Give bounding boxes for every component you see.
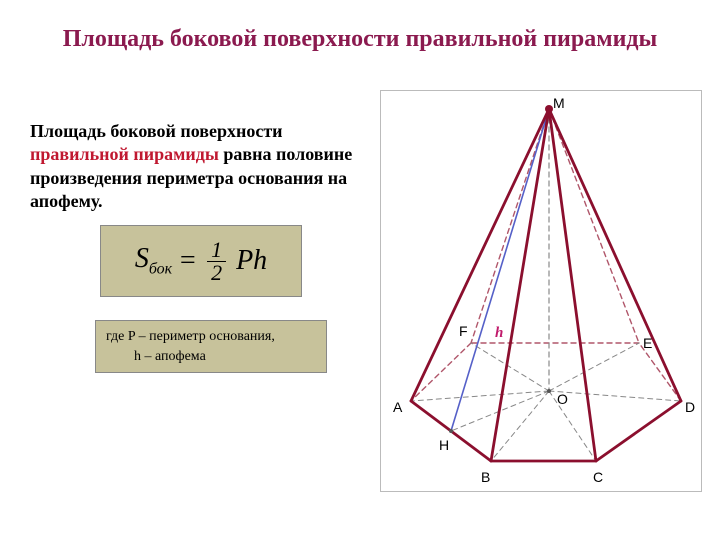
page-title: Площадь боковой поверхности правильной п… <box>0 24 720 54</box>
vertex-label-A: A <box>393 399 402 415</box>
frac-den: 2 <box>207 262 226 284</box>
vertex-label-F: F <box>459 323 468 339</box>
formula: Sбок = 1 2 Ph <box>135 239 267 284</box>
vertex-label-E: E <box>643 335 652 351</box>
formula-sub: бок <box>149 261 172 278</box>
formula-rhs: Ph <box>236 245 267 277</box>
theorem-text: Площадь боковой поверхности правильной п… <box>30 120 360 214</box>
formula-fraction: 1 2 <box>207 239 226 284</box>
vertex-label-B: B <box>481 469 490 485</box>
vertex-label-C: C <box>593 469 603 485</box>
theorem-pre: Площадь боковой поверхности <box>30 121 283 141</box>
frac-num: 1 <box>207 239 226 262</box>
vertex-label-O: O <box>557 391 568 407</box>
pyramid-svg <box>381 91 701 491</box>
legend-line1: где P – периметр основания, <box>106 327 316 347</box>
legend-box: где P – периметр основания, h – апофема <box>95 320 327 373</box>
formula-eq: = <box>178 245 197 277</box>
apothem-label: h <box>495 325 503 342</box>
formula-box: Sбок = 1 2 Ph <box>100 225 302 297</box>
legend-line2: h – апофема <box>106 347 316 367</box>
vertex-label-D: D <box>685 399 695 415</box>
formula-S: S <box>135 243 149 274</box>
vertex-label-M: M <box>553 95 565 111</box>
theorem-highlight: правильной пирамиды <box>30 144 219 164</box>
pyramid-diagram: M A B C D E F O H h <box>380 90 702 492</box>
vertex-label-H: H <box>439 437 449 453</box>
